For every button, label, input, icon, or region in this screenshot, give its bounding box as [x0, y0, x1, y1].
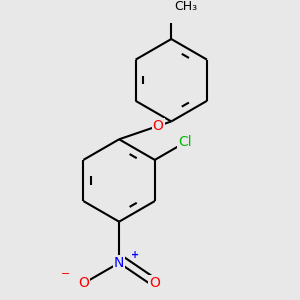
- Text: O: O: [78, 277, 89, 290]
- Text: N: N: [114, 256, 124, 270]
- Text: CH₃: CH₃: [174, 0, 197, 13]
- Text: O: O: [153, 119, 164, 133]
- Text: Cl: Cl: [178, 135, 192, 149]
- Text: O: O: [149, 277, 161, 290]
- Text: +: +: [131, 250, 139, 260]
- Text: −: −: [61, 269, 70, 279]
